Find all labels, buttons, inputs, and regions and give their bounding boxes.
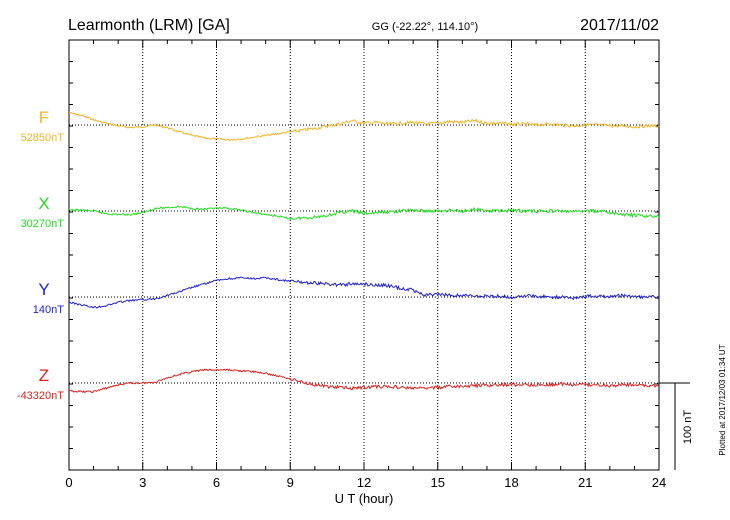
x-tick-label: 3: [139, 475, 146, 490]
series-line-f: [68, 111, 660, 142]
x-tick-label: 24: [652, 475, 666, 490]
x-tick-label: 12: [357, 475, 371, 490]
x-axis-label: U T (hour): [335, 491, 394, 506]
channel-label-x: X: [38, 194, 49, 213]
series-line-x: [68, 205, 660, 221]
axis-ticks: [68, 40, 660, 470]
x-tick-label: 0: [65, 475, 72, 490]
scale-bar: 100 nT: [659, 382, 694, 470]
x-tick-label: 15: [431, 475, 445, 490]
chart-title: Learmonth (LRM) [GA]: [68, 17, 230, 34]
x-tick-label: 18: [504, 475, 518, 490]
baseline-value-x: 30270nT: [21, 218, 65, 230]
plot-timestamp-footer: Plotted at 2017/12/03 01:34 UT: [718, 344, 727, 455]
series-line-y: [68, 276, 660, 309]
series-group: [68, 111, 660, 394]
series-line-z: [68, 368, 660, 394]
channel-label-f: F: [39, 108, 49, 127]
chart-date: 2017/11/02: [580, 17, 659, 34]
station-coordinates: GG (-22.22°, 114.10°): [372, 21, 478, 33]
baseline-value-f: 52850nT: [21, 132, 65, 144]
channel-label-z: Z: [39, 366, 49, 385]
x-tick-labels: 0 3 6 9 12 15 18 21 24: [65, 475, 666, 490]
plot-frame: [68, 39, 660, 471]
vertical-gridlines: [142, 40, 586, 470]
baseline-value-z: -43320nT: [17, 390, 64, 402]
baseline-value-y: 140nT: [33, 304, 64, 316]
x-tick-label: 6: [213, 475, 220, 490]
scale-bar-label: 100 nT: [682, 410, 694, 445]
x-tick-label: 9: [287, 475, 294, 490]
channel-label-y: Y: [38, 280, 49, 299]
channel-labels: F 52850nT X 30270nT Y 140nT Z -43320nT: [17, 108, 64, 402]
x-tick-label: 21: [578, 475, 592, 490]
